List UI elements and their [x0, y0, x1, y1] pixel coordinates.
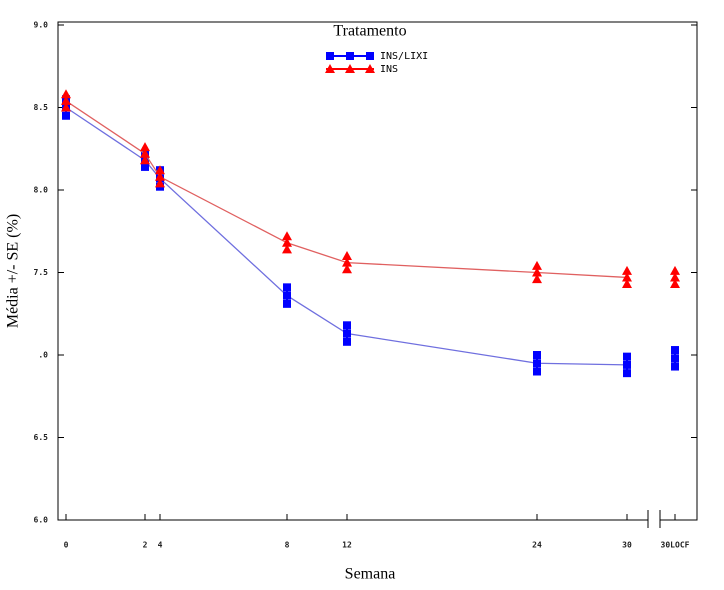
marker-lower — [155, 178, 165, 188]
marker-upper — [671, 346, 679, 355]
legend-marker — [325, 64, 335, 73]
marker-upper — [623, 352, 631, 361]
marker-upper — [622, 265, 632, 275]
marker-upper — [670, 265, 680, 275]
marker-lower — [343, 337, 351, 346]
x-tick-label: 8 — [285, 541, 290, 550]
marker-lower — [671, 362, 679, 371]
x-tick-label: 24 — [532, 541, 542, 550]
marker — [532, 267, 542, 277]
marker-lower — [140, 155, 150, 165]
marker-upper — [282, 231, 292, 241]
marker-upper — [155, 165, 165, 175]
marker — [283, 291, 291, 300]
x-tick-label: 0 — [64, 541, 69, 550]
y-tick-label: .0 — [38, 351, 48, 360]
marker — [622, 272, 632, 282]
marker-lower — [622, 279, 632, 289]
marker — [61, 95, 71, 105]
marker-lower — [342, 264, 352, 274]
marker — [282, 237, 292, 247]
marker-upper — [61, 89, 71, 99]
legend-marker — [366, 52, 374, 60]
marker-lower — [141, 162, 149, 171]
marker — [155, 171, 165, 181]
y-axis-label: Média +/- SE (%) — [5, 214, 22, 328]
x-tick-label: 4 — [158, 541, 163, 550]
marker — [533, 359, 541, 368]
marker — [671, 354, 679, 363]
marker — [343, 329, 351, 338]
x-axis-label: Semana — [345, 566, 396, 583]
y-tick-label: 7.5 — [34, 268, 49, 277]
marker — [670, 272, 680, 282]
marker-lower — [623, 369, 631, 378]
marker-upper — [342, 251, 352, 260]
marker-lower — [532, 274, 542, 284]
y-tick-label: 6.5 — [34, 433, 49, 442]
marker-lower — [283, 299, 291, 308]
legend-label: INS/LIXI — [380, 51, 428, 62]
legend-label: INS — [380, 64, 398, 75]
y-tick-label: 9.0 — [34, 21, 49, 30]
marker-lower — [62, 111, 70, 120]
marker-upper — [532, 260, 542, 270]
marker — [342, 257, 352, 267]
x-tick-label: 12 — [342, 541, 352, 550]
legend-marker — [346, 52, 354, 60]
x-tick-label: 30LOCF — [661, 541, 690, 550]
plot-frame — [57, 21, 698, 521]
marker-lower — [61, 102, 71, 112]
y-tick-label: 8.0 — [34, 186, 49, 195]
marker — [623, 360, 631, 369]
y-tick-label: 8.5 — [34, 103, 49, 112]
marker-lower — [282, 244, 292, 254]
axis-break — [647, 510, 661, 528]
x-tick-label: 30 — [622, 541, 632, 550]
marker-lower — [533, 367, 541, 376]
marker-upper — [533, 351, 541, 359]
legend-marker — [326, 52, 334, 60]
marker-upper — [140, 142, 150, 152]
marker — [140, 148, 150, 158]
series-line — [65, 100, 628, 279]
marker-upper — [343, 321, 351, 330]
marker-lower — [670, 279, 680, 289]
x-tick-label: 2 — [143, 541, 148, 550]
y-tick-label: 6.0 — [34, 516, 49, 525]
legend-title: Tratamento — [333, 23, 406, 40]
legend-marker — [345, 64, 355, 73]
marker-upper — [283, 283, 291, 292]
legend-marker — [365, 64, 375, 73]
